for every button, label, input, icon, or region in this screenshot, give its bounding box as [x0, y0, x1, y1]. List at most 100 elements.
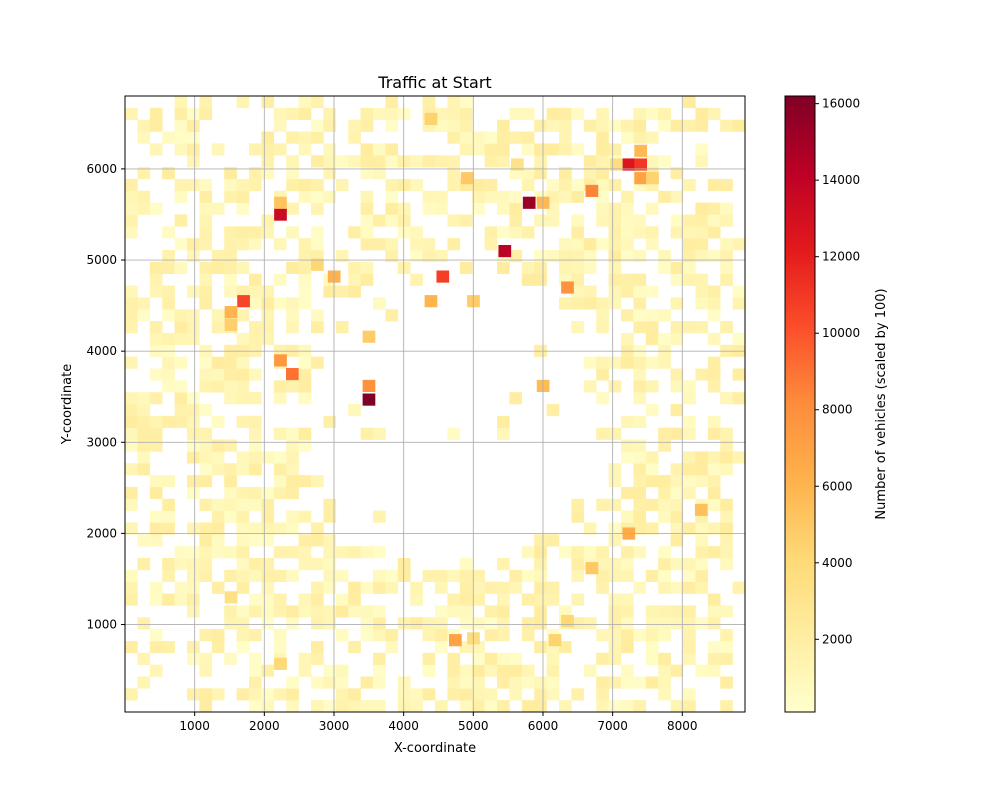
heatmap-cell: [187, 486, 200, 500]
heatmap-cell: [695, 250, 709, 263]
heatmap-cell: [149, 534, 163, 547]
heatmap-cell: [447, 214, 461, 227]
heatmap-cell: [633, 546, 647, 559]
heatmap-cell: [707, 415, 721, 428]
heatmap-cell: [596, 546, 609, 559]
heatmap-cell: [224, 463, 237, 476]
heatmap-cell: [298, 427, 312, 440]
heatmap-cell: [670, 700, 684, 712]
heatmap-cell: [621, 629, 634, 642]
heatmap-cell: [534, 605, 547, 618]
heatmap-cell: [695, 119, 709, 132]
heatmap-cell: [224, 498, 237, 511]
heatmap-cell: [422, 617, 436, 630]
heatmap-cell: [286, 439, 299, 452]
heatmap-cell: [125, 415, 138, 428]
heatmap-cell: [497, 652, 510, 665]
heatmap-cell: [149, 522, 163, 535]
heatmap-cell: [249, 273, 262, 286]
heatmap-cell: [249, 415, 262, 428]
heatmap-cell: [497, 676, 510, 689]
heatmap-cell: [236, 356, 250, 369]
heatmap-cell: [261, 617, 275, 630]
heatmap-cell: [273, 640, 287, 654]
heatmap-cell: [137, 617, 151, 630]
heatmap-cell: [621, 569, 634, 582]
heatmap-cell: [583, 356, 597, 369]
heatmap-cell: [149, 143, 163, 156]
heatmap-cell: [472, 143, 485, 156]
heatmap-cell: [261, 451, 275, 464]
heatmap-cell: [397, 107, 411, 120]
heatmap-cell: [385, 202, 399, 215]
heatmap-cell: [546, 688, 560, 701]
heatmap-cell: [583, 261, 597, 274]
heatmap-cell: [583, 617, 597, 630]
heatmap-cell: [162, 510, 175, 523]
heatmap-cell: [298, 510, 312, 523]
heatmap-cell: [534, 143, 547, 156]
heatmap-cell: [633, 297, 647, 310]
heatmap-cell: [149, 285, 163, 298]
heatmap-cell: [720, 214, 733, 227]
heatmap-cell: [707, 475, 721, 488]
heatmap-cell: [236, 629, 250, 642]
heatmap-cell: [323, 664, 337, 677]
heatmap-cell: [298, 96, 312, 109]
heatmap-cell: [583, 167, 597, 180]
heatmap-cell: [633, 356, 647, 369]
heatmap-cell: [286, 107, 299, 120]
heatmap-cell: [373, 155, 386, 168]
heatmap-cell: [720, 558, 733, 571]
heatmap-cell: [497, 261, 510, 274]
heatmap-cell: [311, 522, 324, 535]
heatmap-cell: [249, 167, 262, 180]
heatmap-hotspot-cell: [609, 158, 623, 171]
heatmap-cell: [521, 273, 535, 286]
heatmap-cell: [360, 273, 374, 286]
heatmap-cell: [658, 581, 671, 594]
heatmap-cell: [695, 155, 709, 168]
heatmap-cell: [497, 131, 510, 144]
heatmap-cell: [298, 546, 312, 559]
heatmap-cell: [224, 510, 237, 523]
heatmap-cell: [410, 273, 423, 286]
heatmap-cell: [633, 463, 647, 476]
heatmap-cell: [137, 463, 151, 476]
heatmap-cell: [645, 498, 659, 511]
heatmap-cell: [360, 238, 374, 251]
heatmap-cell: [224, 617, 237, 630]
heatmap-cell: [373, 143, 386, 156]
heatmap-cell: [311, 238, 324, 251]
heatmap-cell: [298, 593, 312, 606]
heatmap-cell: [670, 522, 684, 535]
heatmap-cell: [236, 392, 250, 405]
heatmap-cell: [298, 605, 312, 618]
heatmap-cell: [410, 700, 423, 712]
heatmap-cell: [645, 321, 659, 334]
heatmap-cell: [397, 688, 411, 701]
heatmap-cell: [187, 652, 200, 665]
heatmap-cell: [249, 463, 262, 476]
heatmap-cell: [125, 297, 138, 310]
heatmap-cell: [670, 534, 684, 547]
heatmap-cell: [608, 640, 622, 654]
heatmap-cell: [249, 534, 262, 547]
heatmap-cell: [149, 107, 163, 120]
heatmap-cell: [497, 700, 510, 712]
heatmap-cell: [249, 297, 262, 310]
heatmap-cell: [497, 581, 510, 594]
heatmap-cell: [199, 700, 213, 712]
heatmap-cell: [162, 368, 175, 381]
heatmap-cell: [385, 629, 399, 642]
heatmap-cell: [472, 676, 485, 689]
heatmap-cell: [621, 486, 634, 500]
colorbar-tick-label: 2000: [822, 632, 853, 646]
heatmap-cell: [571, 297, 585, 310]
heatmap-cell: [125, 640, 138, 654]
heatmap-cell: [497, 119, 510, 132]
heatmap-cell: [633, 475, 647, 488]
heatmap-cell: [509, 250, 523, 263]
heatmap-cell: [286, 522, 299, 535]
heatmap-cell: [273, 451, 287, 464]
